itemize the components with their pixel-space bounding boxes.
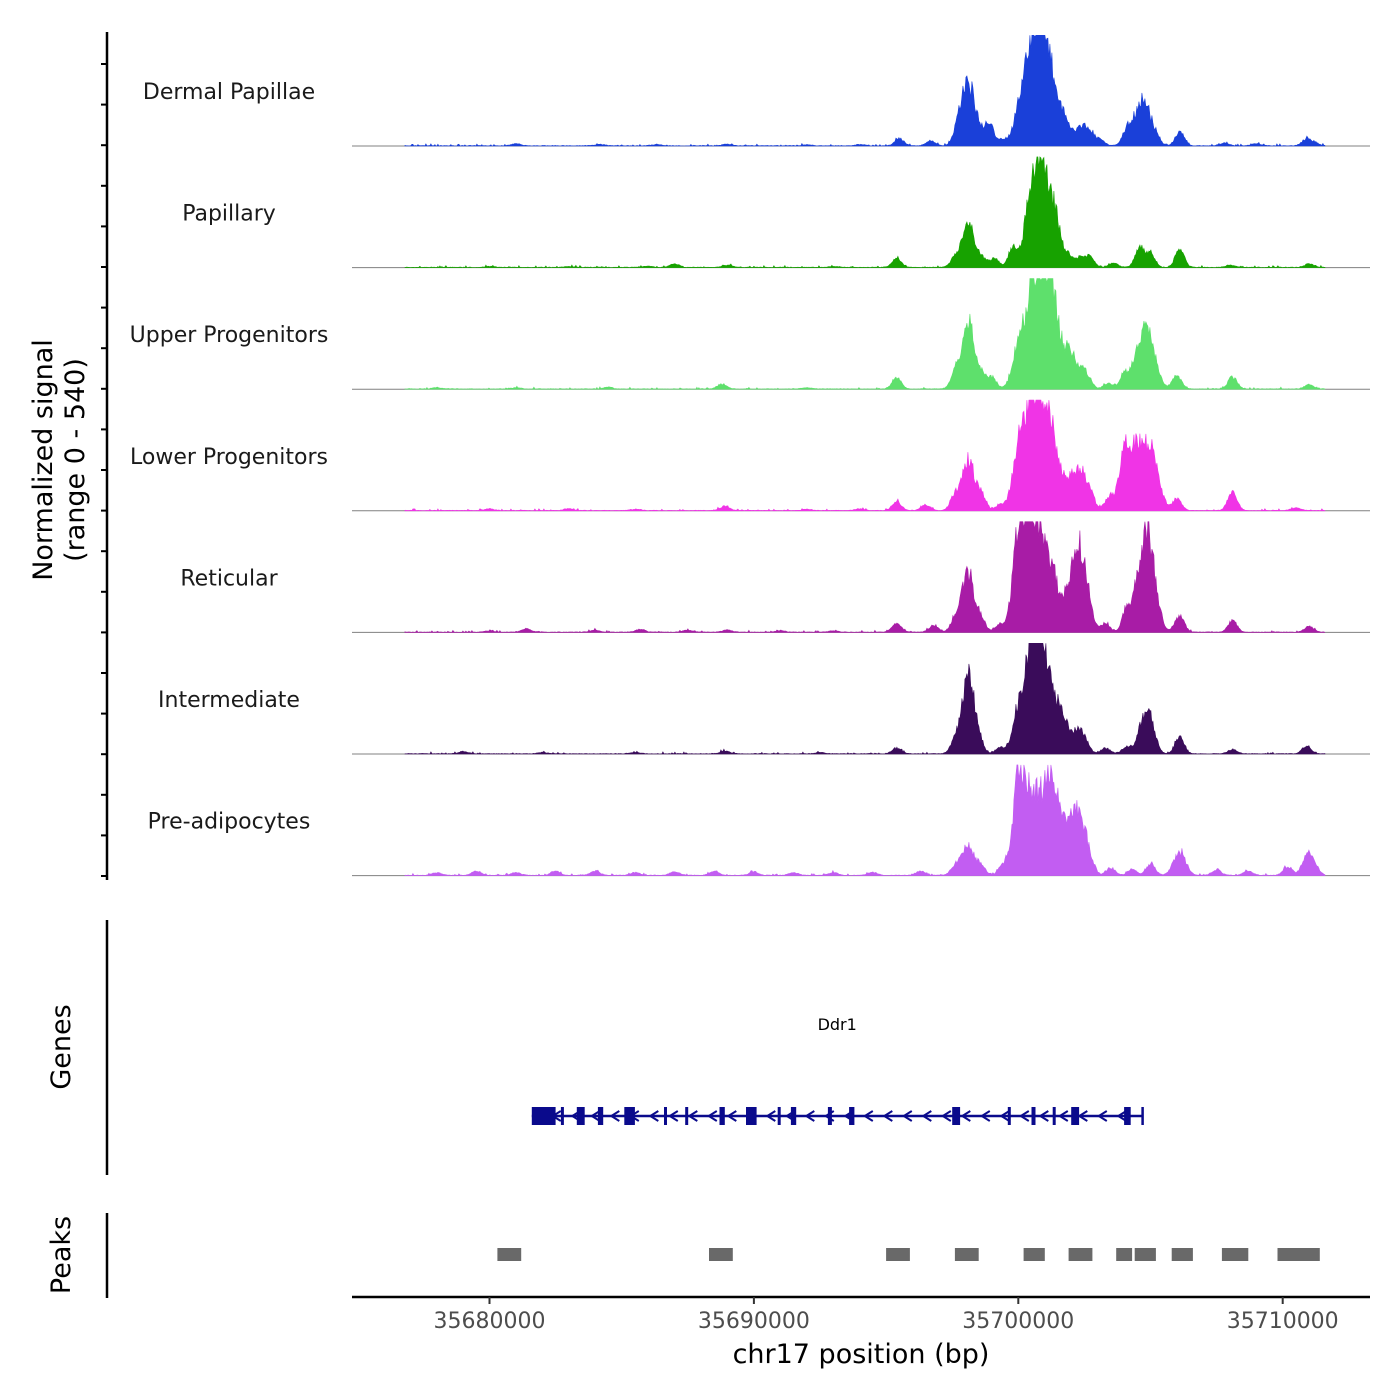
gene-exon — [1007, 1107, 1011, 1125]
gene-exon — [746, 1107, 757, 1125]
track-label: Reticular — [180, 566, 278, 591]
gene-exon — [576, 1107, 585, 1125]
track-label: Papillary — [182, 202, 276, 227]
peaks-panel-title: Peaks — [46, 1216, 77, 1294]
signal-area — [404, 278, 1326, 390]
peak-region — [497, 1248, 522, 1261]
peak-region — [1277, 1248, 1320, 1261]
x-axis-title: chr17 position (bp) — [733, 1339, 990, 1370]
x-tick-label: 35700000 — [962, 1309, 1074, 1334]
track-label: Upper Progenitors — [130, 323, 329, 348]
strand-arrow — [1057, 1110, 1069, 1122]
strand-arrow — [843, 1110, 854, 1122]
strand-arrow — [687, 1110, 698, 1122]
x-axis-ticks: 35680000 35690000 35700000 35710000 — [434, 1297, 1339, 1334]
signal-area — [404, 643, 1326, 755]
strand-arrow — [823, 1110, 835, 1122]
peak-region — [709, 1248, 733, 1261]
strand-arrow — [1038, 1110, 1049, 1122]
signal-area — [404, 399, 1326, 512]
signal-track: Pre-adipocytes — [148, 764, 1370, 877]
peak-region — [1116, 1248, 1133, 1261]
strand-arrow — [1077, 1110, 1088, 1122]
strand-arrow — [1116, 1110, 1127, 1122]
gene-exon — [849, 1107, 855, 1125]
strand-arrow — [960, 1110, 971, 1122]
strand-arrow — [1018, 1110, 1030, 1122]
gene-exon — [827, 1107, 832, 1125]
signal-tracks: Dermal Papillae Papillary Upper Progenitor… — [130, 35, 1370, 877]
gene-exon — [777, 1107, 781, 1125]
strand-arrow — [609, 1110, 620, 1122]
signal-track: Intermediate — [158, 643, 1370, 755]
signal-track: Upper Progenitors — [130, 278, 1370, 390]
gene-exon — [531, 1107, 556, 1125]
strand-arrow — [765, 1110, 776, 1122]
strand-arrow — [901, 1110, 913, 1122]
gene-exon — [790, 1107, 797, 1125]
y-axis-title: Normalized signal — [28, 339, 59, 581]
gene-exon — [1052, 1107, 1056, 1125]
signal-area — [404, 156, 1326, 269]
gene-exon — [560, 1107, 564, 1125]
signal-track: Lower Progenitors — [130, 399, 1370, 512]
gene-exon — [952, 1107, 961, 1125]
peak-region — [954, 1248, 979, 1261]
signal-area — [404, 35, 1326, 147]
signal-track: Reticular — [180, 521, 1370, 633]
strand-arrow — [999, 1110, 1010, 1122]
track-label: Intermediate — [158, 688, 300, 713]
track-label: Dermal Papillae — [143, 80, 315, 105]
strand-arrow — [921, 1110, 932, 1122]
strand-arrow — [570, 1110, 581, 1122]
strand-arrow — [648, 1110, 659, 1122]
track-label: Pre-adipocytes — [148, 810, 311, 835]
signal-track: Papillary — [182, 156, 1370, 269]
strand-arrow — [862, 1110, 874, 1122]
strand-arrow — [745, 1110, 757, 1122]
peak-region — [1134, 1248, 1156, 1261]
track-label: Lower Progenitors — [130, 445, 328, 470]
x-tick-label: 35710000 — [1227, 1309, 1339, 1334]
gene-exon — [685, 1107, 689, 1125]
gene-exon — [597, 1107, 604, 1125]
strand-arrow — [804, 1110, 815, 1122]
x-tick-label: 35680000 — [434, 1309, 546, 1334]
gene-exon — [1031, 1107, 1036, 1125]
peak-region — [1171, 1248, 1193, 1261]
gene-exon — [664, 1107, 667, 1125]
strand-arrow — [1096, 1110, 1108, 1122]
strand-arrow — [940, 1110, 952, 1122]
signal-y-axis-title: Normalized signal (range 0 - 540) — [28, 339, 91, 581]
y-axis-range-label: (range 0 - 540) — [60, 358, 91, 562]
gene-label: Ddr1 — [818, 1015, 857, 1034]
signal-area — [404, 521, 1326, 633]
gene-exon — [719, 1107, 725, 1125]
peak-regions — [497, 1248, 1320, 1261]
gene-exon — [1071, 1107, 1080, 1125]
peak-region — [1221, 1248, 1249, 1261]
signal-y-axis-ticks — [101, 63, 107, 877]
gene-annotations: Ddr1 — [531, 1015, 1144, 1125]
strand-arrow — [882, 1110, 893, 1122]
gene-exon — [1124, 1107, 1131, 1125]
peak-region — [1023, 1248, 1045, 1261]
signal-track: Dermal Papillae — [143, 35, 1370, 147]
strand-arrow — [979, 1110, 991, 1122]
peak-region — [886, 1248, 910, 1261]
strand-arrow — [628, 1110, 640, 1122]
peak-region — [1068, 1248, 1093, 1261]
gene-model: Ddr1 — [531, 1015, 1144, 1125]
strand-arrow — [706, 1110, 718, 1122]
strand-arrow — [726, 1110, 737, 1122]
signal-area — [404, 764, 1326, 876]
strand-arrow — [667, 1110, 679, 1122]
genes-panel-title: Genes — [46, 1004, 77, 1089]
strand-arrow — [550, 1110, 562, 1122]
x-tick-label: 35690000 — [698, 1309, 810, 1334]
strand-arrow — [589, 1110, 601, 1122]
strand-arrow — [784, 1110, 796, 1122]
